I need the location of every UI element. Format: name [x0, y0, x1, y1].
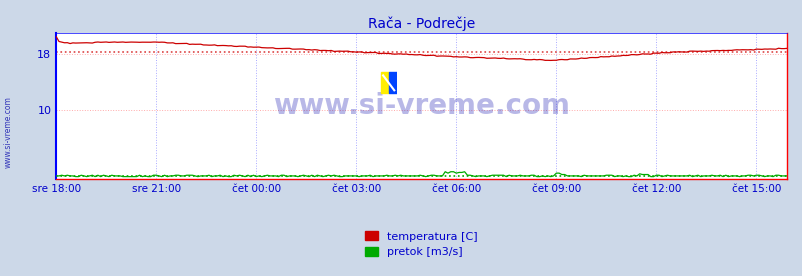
Text: www.si-vreme.com: www.si-vreme.com — [3, 97, 13, 168]
Title: Rača - Podrečje: Rača - Podrečje — [367, 16, 475, 31]
Text: www.si-vreme.com: www.si-vreme.com — [273, 92, 569, 120]
Legend: temperatura [C], pretok [m3/s]: temperatura [C], pretok [m3/s] — [360, 227, 482, 262]
